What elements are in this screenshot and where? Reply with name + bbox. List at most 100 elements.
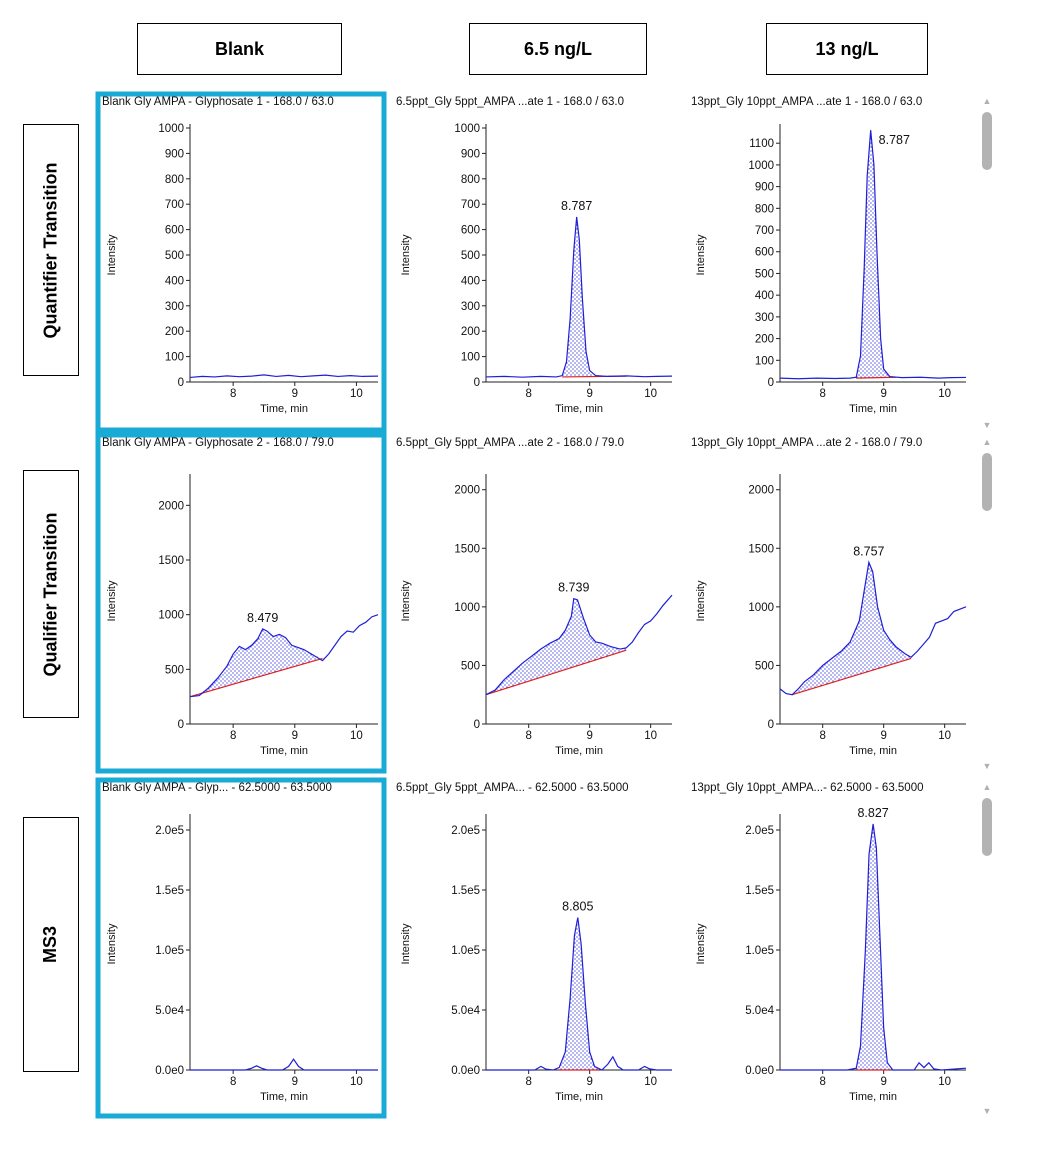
chromatogram-trace <box>780 823 967 1071</box>
scroll-down-icon[interactable]: ▼ <box>983 1106 992 1116</box>
x-tick-label: 10 <box>938 1076 951 1088</box>
scroll-down-icon[interactable]: ▼ <box>983 761 992 771</box>
x-tick-label: 8 <box>525 730 531 742</box>
peak-label: 8.805 <box>562 900 593 914</box>
x-tick-label: 9 <box>586 388 592 400</box>
y-tick-label: 600 <box>755 247 774 259</box>
panel-title: 6.5ppt_Gly 5ppt_AMPA ...ate 1 - 168.0 / … <box>396 96 624 108</box>
x-tick-label: 8 <box>230 388 236 400</box>
x-tick-label: 9 <box>292 388 298 400</box>
scroll-up-icon[interactable]: ▲ <box>983 437 992 447</box>
y-tick-label: 500 <box>755 660 774 672</box>
y-tick-label: 2000 <box>158 500 184 512</box>
panel-title: 6.5ppt_Gly 5ppt_AMPA... - 62.5000 - 63.5… <box>396 782 629 794</box>
y-tick-label: 300 <box>755 312 774 324</box>
y-tick-label: 100 <box>755 355 774 367</box>
peak-baseline <box>485 649 627 696</box>
peak-label: 8.787 <box>879 133 910 147</box>
y-tick-label: 800 <box>755 203 774 215</box>
peak-label: 8.787 <box>561 199 592 213</box>
column-header-label: 13 ng/L <box>815 38 879 59</box>
peak-area <box>559 917 599 1070</box>
scrollbar-thumb[interactable] <box>982 798 992 856</box>
y-tick-label: 1.0e5 <box>745 945 774 957</box>
y-tick-label: 800 <box>461 174 480 186</box>
chromatogram-trace <box>779 130 967 380</box>
y-tick-label: 600 <box>165 225 184 237</box>
peak-area <box>792 562 912 695</box>
x-axis-label: Time, min <box>555 1091 603 1103</box>
y-tick-label: 2.0e5 <box>451 825 480 837</box>
x-axis-label: Time, min <box>260 745 308 757</box>
y-tick-label: 1000 <box>454 602 480 614</box>
panel-title: Blank Gly AMPA - Glyphosate 1 - 168.0 / … <box>102 96 334 108</box>
y-tick-label: 1.0e5 <box>451 945 480 957</box>
chromatogram-trace <box>190 1058 378 1071</box>
x-tick-label: 9 <box>880 388 886 400</box>
chromatogram-trace <box>485 594 673 696</box>
chromatogram-trace <box>485 216 673 378</box>
y-tick-label: 0.0e0 <box>155 1065 184 1077</box>
peak-baseline <box>792 657 912 696</box>
x-axis-label: Time, min <box>849 1091 897 1103</box>
x-tick-label: 8 <box>230 1076 236 1088</box>
scroll-down-icon[interactable]: ▼ <box>983 420 992 430</box>
y-tick-label: 0 <box>178 377 184 389</box>
scroll-up-icon[interactable]: ▲ <box>983 96 992 106</box>
y-tick-label: 100 <box>461 352 480 364</box>
y-axis-label: Intensity <box>695 580 707 621</box>
column-header-blank: Blank <box>137 23 342 75</box>
chromatogram-panel: 13ppt_Gly 10ppt_AMPA...- 62.5000 - 63.50… <box>691 782 967 1103</box>
y-axis-label: Intensity <box>106 923 118 964</box>
y-axis-label: Intensity <box>106 234 118 275</box>
column-header-label: Blank <box>214 38 265 59</box>
scrollbar[interactable]: ▲▼ <box>982 782 992 1116</box>
y-tick-label: 500 <box>165 250 184 262</box>
y-tick-label: 1000 <box>158 123 184 135</box>
y-tick-label: 900 <box>461 148 480 160</box>
y-tick-label: 900 <box>755 182 774 194</box>
chromatogram-panel: 6.5ppt_Gly 5ppt_AMPA... - 62.5000 - 63.5… <box>396 782 672 1103</box>
peak-area <box>190 628 323 697</box>
chromatogram-panel: 6.5ppt_Gly 5ppt_AMPA ...ate 2 - 168.0 / … <box>396 437 673 757</box>
chromatogram-panel: 6.5ppt_Gly 5ppt_AMPA ...ate 1 - 168.0 / … <box>396 96 673 415</box>
y-tick-label: 5.0e4 <box>451 1005 480 1017</box>
column-header-13: 13 ng/L <box>766 23 928 75</box>
peak-label: 8.479 <box>247 611 278 625</box>
blank-highlight-border <box>95 432 387 774</box>
peak-area <box>856 130 896 379</box>
chromatogram-panel: Blank Gly AMPA - Glyphosate 2 - 168.0 / … <box>95 432 387 774</box>
y-tick-label: 1500 <box>454 543 480 555</box>
y-tick-label: 1500 <box>748 543 774 555</box>
scrollbar-thumb[interactable] <box>982 453 992 511</box>
y-axis-label: Intensity <box>106 580 118 621</box>
y-tick-label: 5.0e4 <box>745 1005 774 1017</box>
blank-highlight-border <box>95 777 387 1119</box>
y-tick-label: 800 <box>165 174 184 186</box>
y-axis-label: Intensity <box>400 234 412 275</box>
chromatogram-trace <box>189 374 379 379</box>
peak-label: 8.757 <box>853 544 884 558</box>
scrollbar[interactable]: ▲▼ <box>982 437 992 771</box>
y-tick-label: 300 <box>165 301 184 313</box>
x-axis-label: Time, min <box>260 403 308 415</box>
scrollbar[interactable]: ▲▼ <box>982 96 992 430</box>
peak-label: 8.827 <box>857 806 888 820</box>
x-tick-label: 10 <box>644 730 657 742</box>
y-tick-label: 1000 <box>158 610 184 622</box>
y-tick-label: 400 <box>165 275 184 287</box>
y-axis-label: Intensity <box>400 923 412 964</box>
blank-highlight-border <box>95 91 387 433</box>
panel-title: Blank Gly AMPA - Glyp... - 62.5000 - 63.… <box>102 782 332 794</box>
scroll-up-icon[interactable]: ▲ <box>983 782 992 792</box>
scrollbar-thumb[interactable] <box>982 112 992 170</box>
x-axis-label: Time, min <box>849 745 897 757</box>
x-tick-label: 10 <box>350 730 363 742</box>
y-tick-label: 0 <box>474 377 480 389</box>
x-tick-label: 10 <box>644 388 657 400</box>
peak-area <box>856 824 890 1070</box>
row-label-quantifier: Quantifier Transition <box>23 124 79 376</box>
x-tick-label: 10 <box>938 730 951 742</box>
panel-title: 6.5ppt_Gly 5ppt_AMPA ...ate 2 - 168.0 / … <box>396 437 624 449</box>
